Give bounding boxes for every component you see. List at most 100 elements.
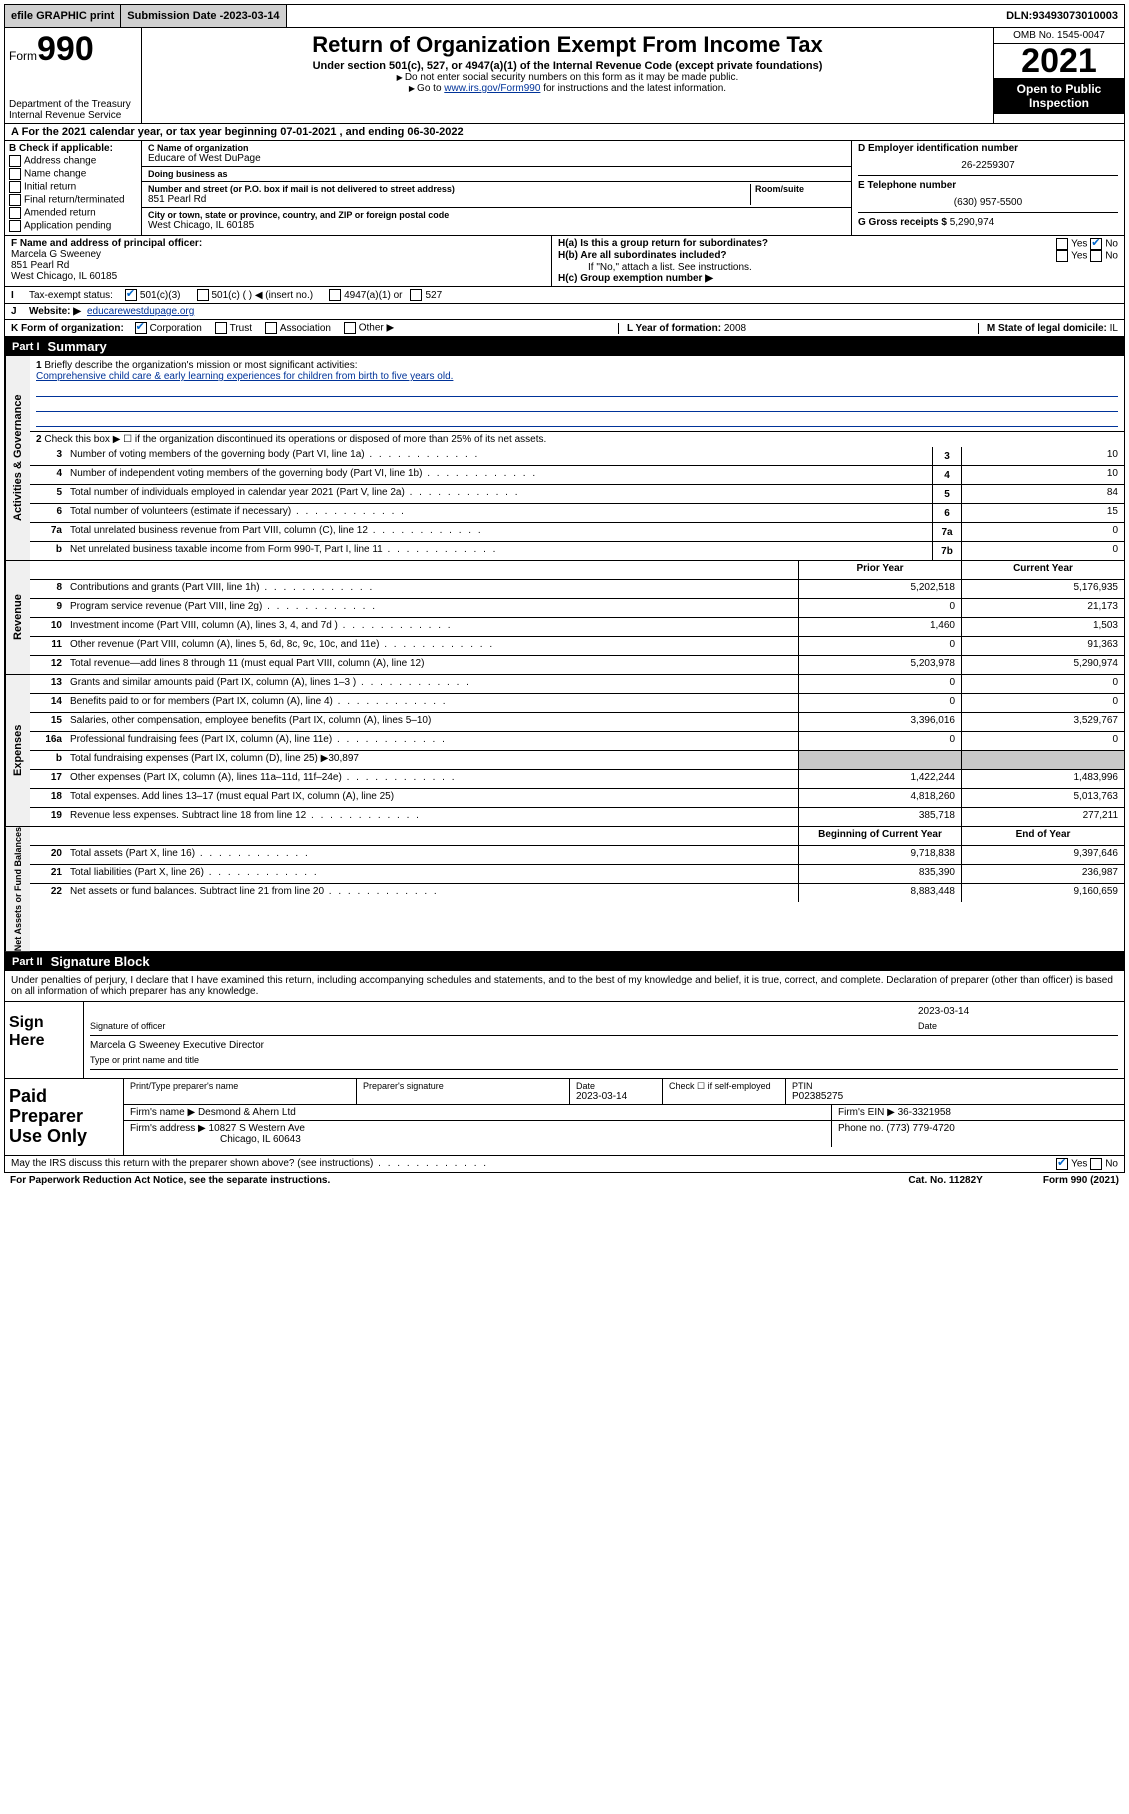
hb-no[interactable]: [1090, 250, 1102, 262]
part1-title: Summary: [48, 339, 107, 354]
submission-date-button[interactable]: Submission Date - 2023-03-14: [121, 5, 286, 27]
yes-label: Yes: [1071, 239, 1087, 250]
mission-label: Briefly describe the organization's miss…: [44, 360, 357, 371]
firm-addr-label: Firm's address ▶: [130, 1123, 209, 1134]
chk-assoc[interactable]: [265, 322, 277, 334]
top-bar: efile GRAPHIC print Submission Date - 20…: [4, 4, 1125, 28]
form-ref: Form 990 (2021): [1043, 1175, 1119, 1186]
line5-desc: Total number of individuals employed in …: [66, 485, 932, 503]
line4-val: 10: [961, 466, 1124, 484]
paid-preparer-label: Paid Preparer Use Only: [5, 1079, 124, 1154]
line10-prior: 1,460: [798, 618, 961, 636]
chk-501c3[interactable]: [125, 289, 137, 301]
opt-527: 527: [425, 290, 442, 301]
firm-name-label: Firm's name ▶: [130, 1107, 198, 1118]
line-i: I Tax-exempt status: 501(c)(3) 501(c) ( …: [4, 287, 1125, 304]
chk-501c[interactable]: [197, 289, 209, 301]
netassets-section: Net Assets or Fund Balances Beginning of…: [4, 827, 1125, 952]
chk-trust[interactable]: [215, 322, 227, 334]
city-label: City or town, state or province, country…: [148, 210, 845, 220]
chk-label: Application pending: [24, 221, 111, 232]
dln-value: 93493073010003: [1032, 10, 1118, 22]
form-number: Form990: [9, 30, 137, 69]
line19-desc: Revenue less expenses. Subtract line 18 …: [66, 808, 798, 826]
chk-label: Address change: [24, 156, 96, 167]
street-address: 851 Pearl Rd: [148, 194, 750, 205]
line16a-desc: Professional fundraising fees (Part IX, …: [66, 732, 798, 750]
line1-num: 1: [36, 360, 42, 371]
end-year-hdr: End of Year: [961, 827, 1124, 845]
line22-desc: Net assets or fund balances. Subtract li…: [66, 884, 798, 902]
yes-label: Yes: [1071, 1158, 1087, 1169]
line2-text: Check this box ▶ ☐ if the organization d…: [44, 434, 546, 445]
efile-print-button[interactable]: efile GRAPHIC print: [5, 5, 121, 27]
col-d-ein-phone: D Employer identification number 26-2259…: [852, 141, 1124, 235]
line17-desc: Other expenses (Part IX, column (A), lin…: [66, 770, 798, 788]
mission-block: 1 Briefly describe the organization's mi…: [30, 356, 1124, 432]
domicile-label: M State of legal domicile:: [987, 323, 1110, 334]
room-label: Room/suite: [755, 184, 845, 194]
part1-header: Part I Summary: [4, 337, 1125, 356]
vtab-netassets: Net Assets or Fund Balances: [5, 827, 30, 951]
line9-prior: 0: [798, 599, 961, 617]
line22-end: 9,160,659: [961, 884, 1124, 902]
hb-yes[interactable]: [1056, 250, 1068, 262]
line13-prior: 0: [798, 675, 961, 693]
line12-prior: 5,203,978: [798, 656, 961, 674]
chk-application-pending[interactable]: Application pending: [9, 220, 137, 232]
line16b-desc: Total fundraising expenses (Part IX, col…: [66, 751, 798, 769]
ha-yes[interactable]: [1056, 238, 1068, 250]
line-k: K Form of organization: Corporation Trus…: [4, 320, 1125, 337]
chk-4947[interactable]: [329, 289, 341, 301]
line16a-current: 0: [961, 732, 1124, 750]
website-label: Website: ▶: [29, 306, 81, 317]
line20-end: 9,397,646: [961, 846, 1124, 864]
discuss-no[interactable]: [1090, 1158, 1102, 1170]
discuss-yes[interactable]: [1056, 1158, 1068, 1170]
gross-label: G Gross receipts $: [858, 217, 950, 228]
line22-begin: 8,883,448: [798, 884, 961, 902]
open-inspection: Open to Public Inspection: [994, 78, 1124, 114]
col-b-title: B Check if applicable:: [9, 143, 137, 154]
line6-desc: Total number of volunteers (estimate if …: [66, 504, 932, 522]
chk-corp[interactable]: [135, 322, 147, 334]
line7a-val: 0: [961, 523, 1124, 541]
no-label: No: [1105, 239, 1118, 250]
chk-initial-return[interactable]: Initial return: [9, 181, 137, 193]
website-link[interactable]: educarewestdupage.org: [87, 306, 194, 317]
ha-no[interactable]: [1090, 238, 1102, 250]
goto-pre: Go to: [417, 83, 444, 94]
prep-name-hdr: Print/Type preparer's name: [130, 1081, 350, 1091]
chk-527[interactable]: [410, 289, 422, 301]
chk-other[interactable]: [344, 322, 356, 334]
header-left: Form990 Department of the Treasury Inter…: [5, 28, 142, 123]
opt-501c3: 501(c)(3): [140, 290, 181, 301]
chk-name-change[interactable]: Name change: [9, 168, 137, 180]
sig-date-label: Date: [918, 1021, 1118, 1035]
addr-label: Number and street (or P.O. box if mail i…: [148, 184, 750, 194]
prep-sig-hdr: Preparer's signature: [363, 1081, 563, 1091]
chk-final-return[interactable]: Final return/terminated: [9, 194, 137, 206]
line3-val: 10: [961, 447, 1124, 465]
line6-val: 15: [961, 504, 1124, 522]
gross-value: 5,290,974: [950, 217, 995, 228]
prep-date-hdr: Date: [576, 1081, 656, 1091]
form990-link[interactable]: www.irs.gov/Form990: [444, 83, 540, 94]
part2-label: Part II: [12, 956, 43, 968]
line14-desc: Benefits paid to or for members (Part IX…: [66, 694, 798, 712]
line8-current: 5,176,935: [961, 580, 1124, 598]
line13-current: 0: [961, 675, 1124, 693]
dba-label: Doing business as: [148, 169, 845, 179]
chk-amended-return[interactable]: Amended return: [9, 207, 137, 219]
discuss-row: May the IRS discuss this return with the…: [4, 1156, 1125, 1173]
line5-val: 84: [961, 485, 1124, 503]
firm-ein-label: Firm's EIN ▶: [838, 1107, 898, 1118]
hb-label: H(b) Are all subordinates included?: [558, 250, 727, 262]
opt-trust: Trust: [230, 323, 252, 334]
line19-prior: 385,718: [798, 808, 961, 826]
domicile: IL: [1110, 323, 1118, 334]
mission-text: Comprehensive child care & early learnin…: [36, 371, 453, 382]
line12-current: 5,290,974: [961, 656, 1124, 674]
line-j: J Website: ▶ educarewestdupage.org: [4, 304, 1125, 320]
chk-address-change[interactable]: Address change: [9, 155, 137, 167]
